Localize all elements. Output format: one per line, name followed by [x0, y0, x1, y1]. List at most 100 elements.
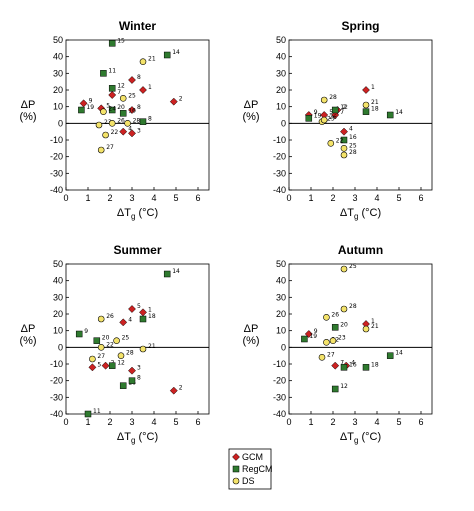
autumn-y-axis-label: ΔP — [244, 323, 259, 335]
summer-gcm-point-label: 5 — [97, 361, 101, 368]
autumn-regcm-point — [362, 364, 370, 371]
winter-y-tick-label: -30 — [50, 168, 63, 178]
legend-marker-gcm — [232, 453, 240, 461]
winter-gcm-point — [128, 76, 136, 84]
winter-gcm-point — [128, 106, 136, 114]
spring-y-tick-label: -10 — [273, 135, 286, 145]
autumn-x-axis-label: ΔTg (°C) — [340, 431, 381, 445]
spring-y-tick-label: 10 — [276, 102, 286, 112]
spring-regcm-point-label: 18 — [371, 106, 379, 113]
summer-regcm-point — [163, 270, 171, 278]
autumn-x-tick-label: 0 — [286, 417, 291, 427]
winter-gcm-point — [128, 129, 136, 138]
spring-plot-frame — [288, 39, 433, 191]
winter-ds-point — [108, 120, 116, 127]
spring-x-tick-label: 5 — [396, 193, 401, 203]
winter-regcm-point — [100, 70, 107, 77]
winter-gcm-point-label: 5 — [106, 102, 110, 109]
autumn-x-tick-label: 1 — [308, 417, 313, 427]
winter-ds-point-label: 21 — [148, 56, 156, 63]
spring-x-axis-label-unit: (°C) — [358, 207, 381, 219]
winter-ds-point-label: 26 — [117, 117, 125, 124]
autumn-regcm-point-label: 19 — [309, 333, 317, 340]
autumn-ds-point-label: 28 — [349, 303, 357, 310]
winter-ds-point-label: 25 — [128, 92, 136, 99]
summer-ds-point-label: 22 — [106, 341, 114, 348]
summer-y-axis-label: ΔP — [21, 323, 36, 335]
autumn-x-tick-label: 6 — [418, 417, 423, 427]
spring-x-tick-label: 4 — [374, 193, 379, 203]
winter-gcm-point — [139, 86, 147, 94]
autumn-regcm-point — [331, 385, 339, 393]
winter-gcm-point-label: 4 — [128, 126, 132, 133]
summer-gcm-point — [119, 318, 128, 327]
autumn-x-axis-label-unit: (°C) — [358, 431, 381, 443]
summer-gcm-point — [101, 361, 110, 370]
autumn-ds-point — [323, 339, 330, 346]
winter-x-tick-label: 0 — [63, 193, 68, 203]
summer-regcm-point-label: 18 — [148, 313, 156, 320]
autumn-ds-point — [340, 265, 348, 273]
summer-ds-point — [97, 315, 105, 323]
spring-gcm-point — [340, 127, 348, 136]
autumn-regcm-point — [301, 335, 308, 343]
spring-regcm-point-label: 14 — [395, 109, 403, 116]
summer-regcm-point — [108, 362, 116, 369]
winter-gcm-point — [169, 97, 178, 106]
autumn-y-tick-label: 10 — [276, 326, 286, 336]
spring-x-axis-label-subscript: g — [354, 212, 358, 221]
winter-regcm-point — [139, 118, 147, 125]
summer-x-axis-label-subscript: g — [131, 436, 135, 445]
winter-y-tick-label: 50 — [53, 35, 63, 45]
spring-x-axis-label-main: ΔT — [340, 207, 354, 219]
summer-plot-frame — [65, 263, 210, 415]
winter-ds-point — [139, 58, 147, 65]
autumn-regcm-point-label: 20 — [340, 321, 348, 328]
winter-y-tick-label: -10 — [50, 135, 63, 145]
summer-y-tick-label: -30 — [50, 392, 63, 402]
winter-gcm-point-label: 1 — [148, 84, 152, 91]
winter-y-tick-label: 0 — [58, 118, 63, 128]
summer-x-tick-label: 6 — [195, 417, 200, 427]
spring-ds-point-label: 22 — [336, 137, 344, 144]
winter-regcm-point-label: 11 — [108, 67, 116, 74]
winter-x-axis-label-subscript: g — [131, 212, 135, 221]
summer-regcm-point-label: 12 — [117, 360, 125, 367]
autumn-y-tick-label: -30 — [273, 392, 286, 402]
winter-y-tick-label: 40 — [53, 52, 63, 62]
winter-x-tick-label: 5 — [173, 193, 178, 203]
winter-x-tick-label: 6 — [195, 193, 200, 203]
spring-gcm-point-label: 4 — [349, 126, 353, 133]
spring-x-tick-label: 1 — [308, 193, 313, 203]
spring-gcm-point-label: 9 — [314, 109, 318, 116]
spring-regcm-point — [331, 106, 339, 114]
spring-ds-point — [340, 151, 348, 159]
winter-ds-point — [119, 95, 127, 102]
spring-x-tick-label: 6 — [418, 193, 423, 203]
spring-ds-point — [320, 96, 328, 104]
autumn-ds-point-label: 25 — [349, 263, 357, 270]
spring-gcm-point-label: 5 — [329, 109, 333, 116]
winter-y-tick-label: -20 — [50, 152, 63, 162]
winter-gcm-point-label: 8 — [137, 74, 141, 81]
autumn-ds-point — [329, 337, 337, 344]
summer-ds-point — [139, 345, 147, 353]
winter-ds-point-label: 28 — [133, 117, 141, 124]
summer-regcm-point-label: 14 — [172, 268, 180, 275]
summer-x-tick-label: 0 — [63, 417, 68, 427]
autumn-regcm-point-label: 18 — [371, 361, 379, 368]
spring-ds-point — [362, 101, 370, 109]
autumn-gcm-point-label: 9 — [314, 328, 318, 335]
winter-y-tick-label: 30 — [53, 68, 63, 78]
spring-gcm-point-label: 7 — [340, 109, 344, 116]
winter-gcm-point-label: 9 — [89, 97, 93, 104]
summer-y-tick-label: 0 — [58, 342, 63, 352]
autumn-x-tick-label: 3 — [352, 417, 357, 427]
summer-y-tick-label: 40 — [53, 276, 63, 286]
summer-y-tick-label: -10 — [50, 359, 63, 369]
summer-x-tick-label: 2 — [107, 417, 112, 427]
summer-regcm-point — [93, 337, 101, 344]
spring-ds-point — [340, 145, 348, 152]
autumn-x-tick-label: 2 — [330, 417, 335, 427]
summer-regcm-point — [84, 410, 92, 418]
